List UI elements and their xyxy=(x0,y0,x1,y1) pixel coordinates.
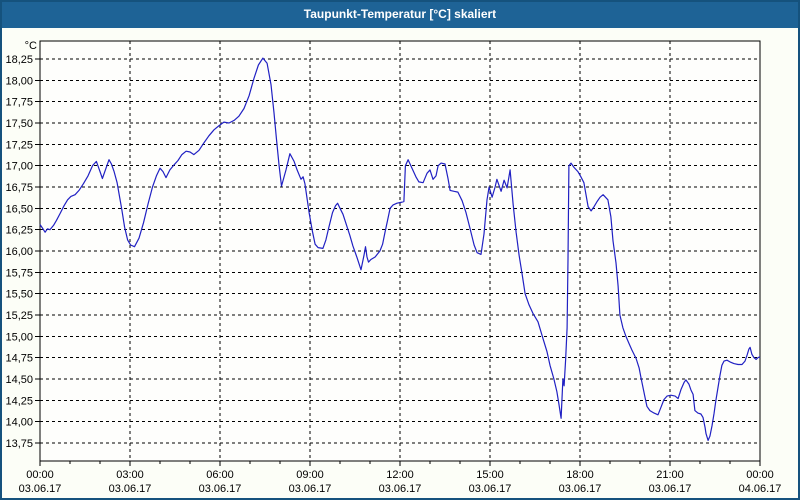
y-tick-label: 18,00 xyxy=(5,75,33,87)
y-tick-label: 14,00 xyxy=(5,417,33,429)
x-tick-date-label: 03.06.17 xyxy=(559,483,602,495)
x-tick-time-label: 06:00 xyxy=(206,469,234,481)
y-tick-label: 14,25 xyxy=(5,395,33,407)
y-tick-label: 16,75 xyxy=(5,182,33,194)
y-tick-label: 15,50 xyxy=(5,289,33,301)
x-tick-date-label: 04.06.17 xyxy=(739,483,782,495)
y-tick-label: 18,25 xyxy=(5,54,33,66)
y-axis-unit-label: °C xyxy=(25,40,37,52)
x-tick-date-label: 03.06.17 xyxy=(19,483,62,495)
chart-title: Taupunkt-Temperatur [°C] skaliert xyxy=(303,7,497,21)
x-tick-time-label: 03:00 xyxy=(116,469,144,481)
temperature-line xyxy=(39,57,761,441)
x-tick-time-label: 09:00 xyxy=(296,469,324,481)
x-tick-time-label: 00:00 xyxy=(746,469,774,481)
x-tick-date-label: 03.06.17 xyxy=(199,483,242,495)
y-tick-label: 13,75 xyxy=(5,438,33,450)
x-tick-time-label: 15:00 xyxy=(476,469,504,481)
y-tick-label: 17,75 xyxy=(5,97,33,109)
x-tick-date-label: 03.06.17 xyxy=(649,483,692,495)
y-tick-label: 17,00 xyxy=(5,161,33,173)
y-tick-label: 15,00 xyxy=(5,331,33,343)
x-tick-time-label: 12:00 xyxy=(386,469,414,481)
y-tick-label: 16,50 xyxy=(5,203,33,215)
x-tick-time-label: 21:00 xyxy=(656,469,684,481)
chart-title-bar: Taupunkt-Temperatur [°C] skaliert xyxy=(0,0,800,28)
y-tick-label: 15,25 xyxy=(5,310,33,322)
x-tick-date-label: 03.06.17 xyxy=(289,483,332,495)
y-tick-label: 14,50 xyxy=(5,374,33,386)
y-tick-label: 16,00 xyxy=(5,246,33,258)
y-tick-label: 15,75 xyxy=(5,267,33,279)
x-tick-date-label: 03.06.17 xyxy=(379,483,422,495)
y-tick-label: 14,75 xyxy=(5,353,33,365)
x-tick-time-label: 00:00 xyxy=(26,469,54,481)
x-tick-time-label: 18:00 xyxy=(566,469,594,481)
x-tick-date-label: 03.06.17 xyxy=(109,483,152,495)
y-tick-label: 16,25 xyxy=(5,225,33,237)
y-tick-label: 17,50 xyxy=(5,118,33,130)
y-tick-label: 17,25 xyxy=(5,139,33,151)
x-tick-date-label: 03.06.17 xyxy=(469,483,512,495)
